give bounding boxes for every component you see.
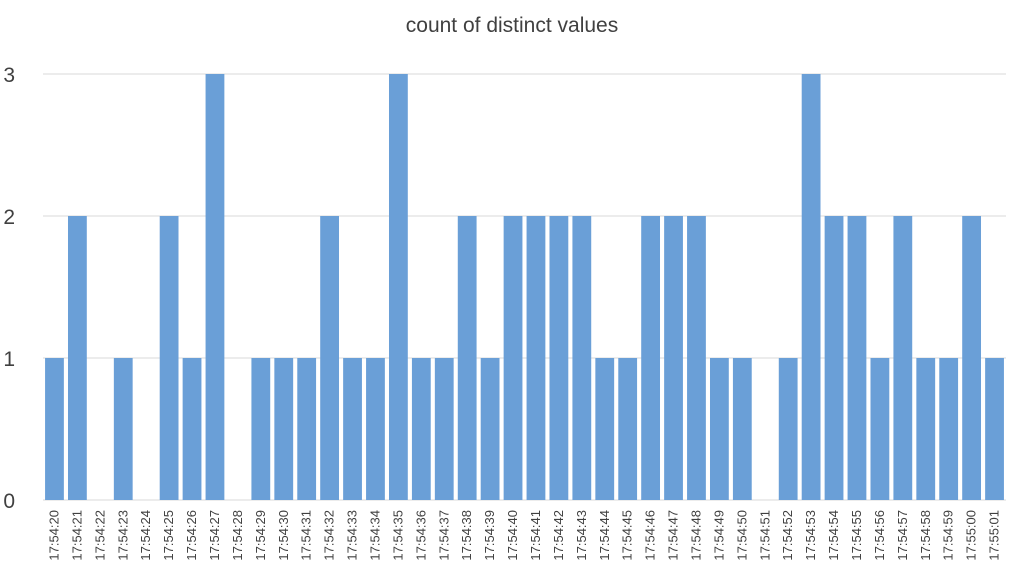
x-tick-label: 17:54:22 xyxy=(92,510,107,561)
x-tick-label: 17:54:34 xyxy=(367,510,382,561)
x-tick-label: 17:54:33 xyxy=(345,510,360,561)
bar xyxy=(801,74,821,500)
bar xyxy=(595,358,615,500)
x-tick-label: 17:54:47 xyxy=(666,510,681,561)
bar xyxy=(824,216,844,500)
bar xyxy=(297,358,317,500)
x-tick-label: 17:54:26 xyxy=(184,510,199,561)
y-tick-label: 2 xyxy=(3,206,15,229)
bar xyxy=(939,358,959,500)
bar xyxy=(618,358,638,500)
x-tick-label: 17:54:57 xyxy=(895,510,910,561)
x-tick-label: 17:54:59 xyxy=(941,510,956,561)
bar xyxy=(205,74,225,500)
x-tick-label: 17:54:24 xyxy=(138,510,153,561)
x-tick-label: 17:54:40 xyxy=(505,510,520,561)
x-tick-label: 17:54:55 xyxy=(849,510,864,561)
y-tick-label: 3 xyxy=(3,64,15,87)
x-tick-label: 17:54:39 xyxy=(482,510,497,561)
bar xyxy=(67,216,87,500)
x-tick-label: 17:54:28 xyxy=(230,510,245,561)
x-tick-label: 17:54:35 xyxy=(390,510,405,561)
x-tick-label: 17:54:54 xyxy=(826,510,841,561)
x-tick-label: 17:54:49 xyxy=(711,510,726,561)
bar xyxy=(549,216,569,500)
bar xyxy=(526,216,546,500)
bar xyxy=(366,358,385,500)
x-tick-label: 17:54:46 xyxy=(643,510,658,561)
bar xyxy=(113,358,133,500)
bar xyxy=(388,74,408,500)
x-tick-label: 17:54:51 xyxy=(757,510,772,561)
bar xyxy=(45,358,64,500)
bar xyxy=(916,358,936,500)
bar xyxy=(480,358,500,500)
bar xyxy=(182,358,202,500)
bar xyxy=(274,358,294,500)
x-tick-label: 17:54:32 xyxy=(322,510,337,561)
x-tick-label: 17:54:41 xyxy=(528,510,543,561)
bar xyxy=(411,358,431,500)
bar xyxy=(732,358,752,500)
x-tick-label: 17:54:31 xyxy=(299,510,314,561)
x-tick-label: 17:54:37 xyxy=(436,510,451,561)
bar xyxy=(457,216,477,500)
bar xyxy=(870,358,890,500)
x-tick-label: 17:54:42 xyxy=(551,510,566,561)
x-tick-label: 17:54:45 xyxy=(620,510,635,561)
x-tick-label: 17:54:44 xyxy=(597,510,612,561)
bar xyxy=(962,216,982,500)
x-tick-label: 17:54:27 xyxy=(207,510,222,561)
y-tick-label: 1 xyxy=(3,348,15,371)
bar xyxy=(641,216,661,500)
x-tick-label: 17:54:20 xyxy=(46,510,61,561)
x-tick-label: 17:54:50 xyxy=(734,510,749,561)
x-tick-label: 17:54:29 xyxy=(253,510,268,561)
bar xyxy=(343,358,362,500)
x-tick-label: 17:54:48 xyxy=(688,510,703,561)
bar xyxy=(159,216,179,500)
chart-title: count of distinct values xyxy=(405,14,619,37)
bar xyxy=(687,216,706,500)
bar xyxy=(893,216,913,500)
y-tick-label: 0 xyxy=(3,490,15,513)
bar xyxy=(572,216,592,500)
x-tick-label: 17:55:00 xyxy=(964,510,979,561)
x-tick-label: 17:54:36 xyxy=(413,510,428,561)
bar xyxy=(709,358,729,500)
x-tick-label: 17:54:43 xyxy=(574,510,589,561)
bar xyxy=(778,358,798,500)
x-tick-label: 17:55:01 xyxy=(987,510,1002,561)
x-tick-label: 17:54:58 xyxy=(918,510,933,561)
x-tick-label: 17:54:38 xyxy=(459,510,474,561)
bar xyxy=(847,216,867,500)
x-tick-label: 17:54:23 xyxy=(115,510,130,561)
x-tick-label: 17:54:56 xyxy=(872,510,887,561)
bar xyxy=(251,358,271,500)
bar xyxy=(664,216,683,500)
x-tick-label: 17:54:21 xyxy=(69,510,84,561)
x-tick-label: 17:54:25 xyxy=(161,510,176,561)
x-tick-label: 17:54:30 xyxy=(276,510,291,561)
bar xyxy=(503,216,523,500)
x-tick-label: 17:54:53 xyxy=(803,510,818,561)
bar xyxy=(320,216,340,500)
bar xyxy=(434,358,454,500)
bar xyxy=(985,358,1004,500)
x-tick-label: 17:54:52 xyxy=(780,510,795,561)
